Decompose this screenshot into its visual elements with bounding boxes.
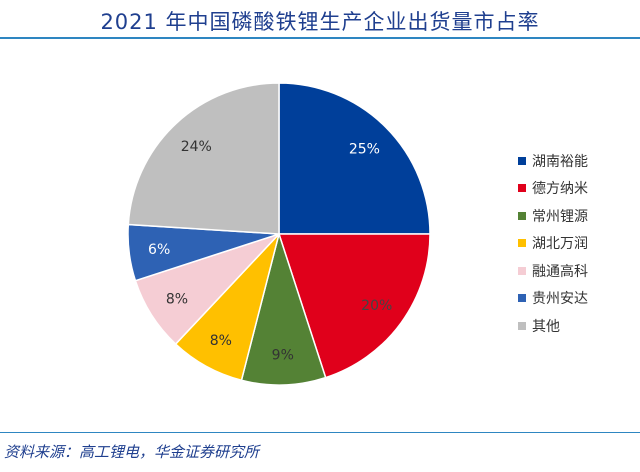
- data-label: 9%: [272, 348, 294, 364]
- legend-swatch: [518, 184, 526, 193]
- legend-label: 湖北万润: [532, 236, 588, 253]
- footer-divider: [0, 432, 640, 433]
- data-label: 6%: [148, 242, 170, 258]
- chart-title: 2021 年中国磷酸铁锂生产企业出货量市占率: [100, 10, 540, 34]
- pie-slice-2: [277, 233, 431, 379]
- pie-slice-3: [240, 231, 327, 386]
- legend-label: 贵州安达: [532, 291, 588, 308]
- legend-label: 其他: [532, 318, 560, 335]
- legend-swatch: [518, 156, 526, 165]
- legend-swatch: [518, 211, 526, 220]
- pie-slice-7: [127, 82, 280, 235]
- legend-swatch: [518, 239, 526, 248]
- legend-label: 融通高科: [532, 263, 588, 280]
- pie-slice-1: [278, 82, 431, 235]
- data-label: 24%: [181, 139, 212, 155]
- legend-item: 德方纳米: [518, 175, 588, 203]
- pie-chart: 25% 20% 9% 8% 8% 6% 24%: [127, 82, 431, 386]
- legend-item: 湖南裕能: [518, 147, 588, 175]
- source-note: 资料来源：高工锂电，华金证券研究所: [4, 443, 260, 461]
- legend-label: 常州锂源: [532, 208, 588, 225]
- legend-label: 德方纳米: [532, 181, 588, 198]
- data-label: 8%: [210, 333, 232, 349]
- legend-item: 常州锂源: [518, 202, 588, 230]
- data-label: 20%: [361, 298, 392, 314]
- data-label: 8%: [166, 292, 188, 308]
- legend-swatch: [518, 266, 526, 275]
- legend-swatch: [518, 294, 526, 303]
- legend-item: 湖北万润: [518, 230, 588, 258]
- legend-item: 融通高科: [518, 257, 588, 285]
- legend: 湖南裕能德方纳米常州锂源湖北万润融通高科贵州安达其他: [518, 147, 588, 340]
- legend-item: 贵州安达: [518, 285, 588, 313]
- legend-item: 其他: [518, 312, 588, 340]
- data-label: 25%: [349, 142, 380, 158]
- legend-swatch: [518, 321, 526, 330]
- title-divider: [0, 37, 640, 39]
- legend-label: 湖南裕能: [532, 153, 588, 170]
